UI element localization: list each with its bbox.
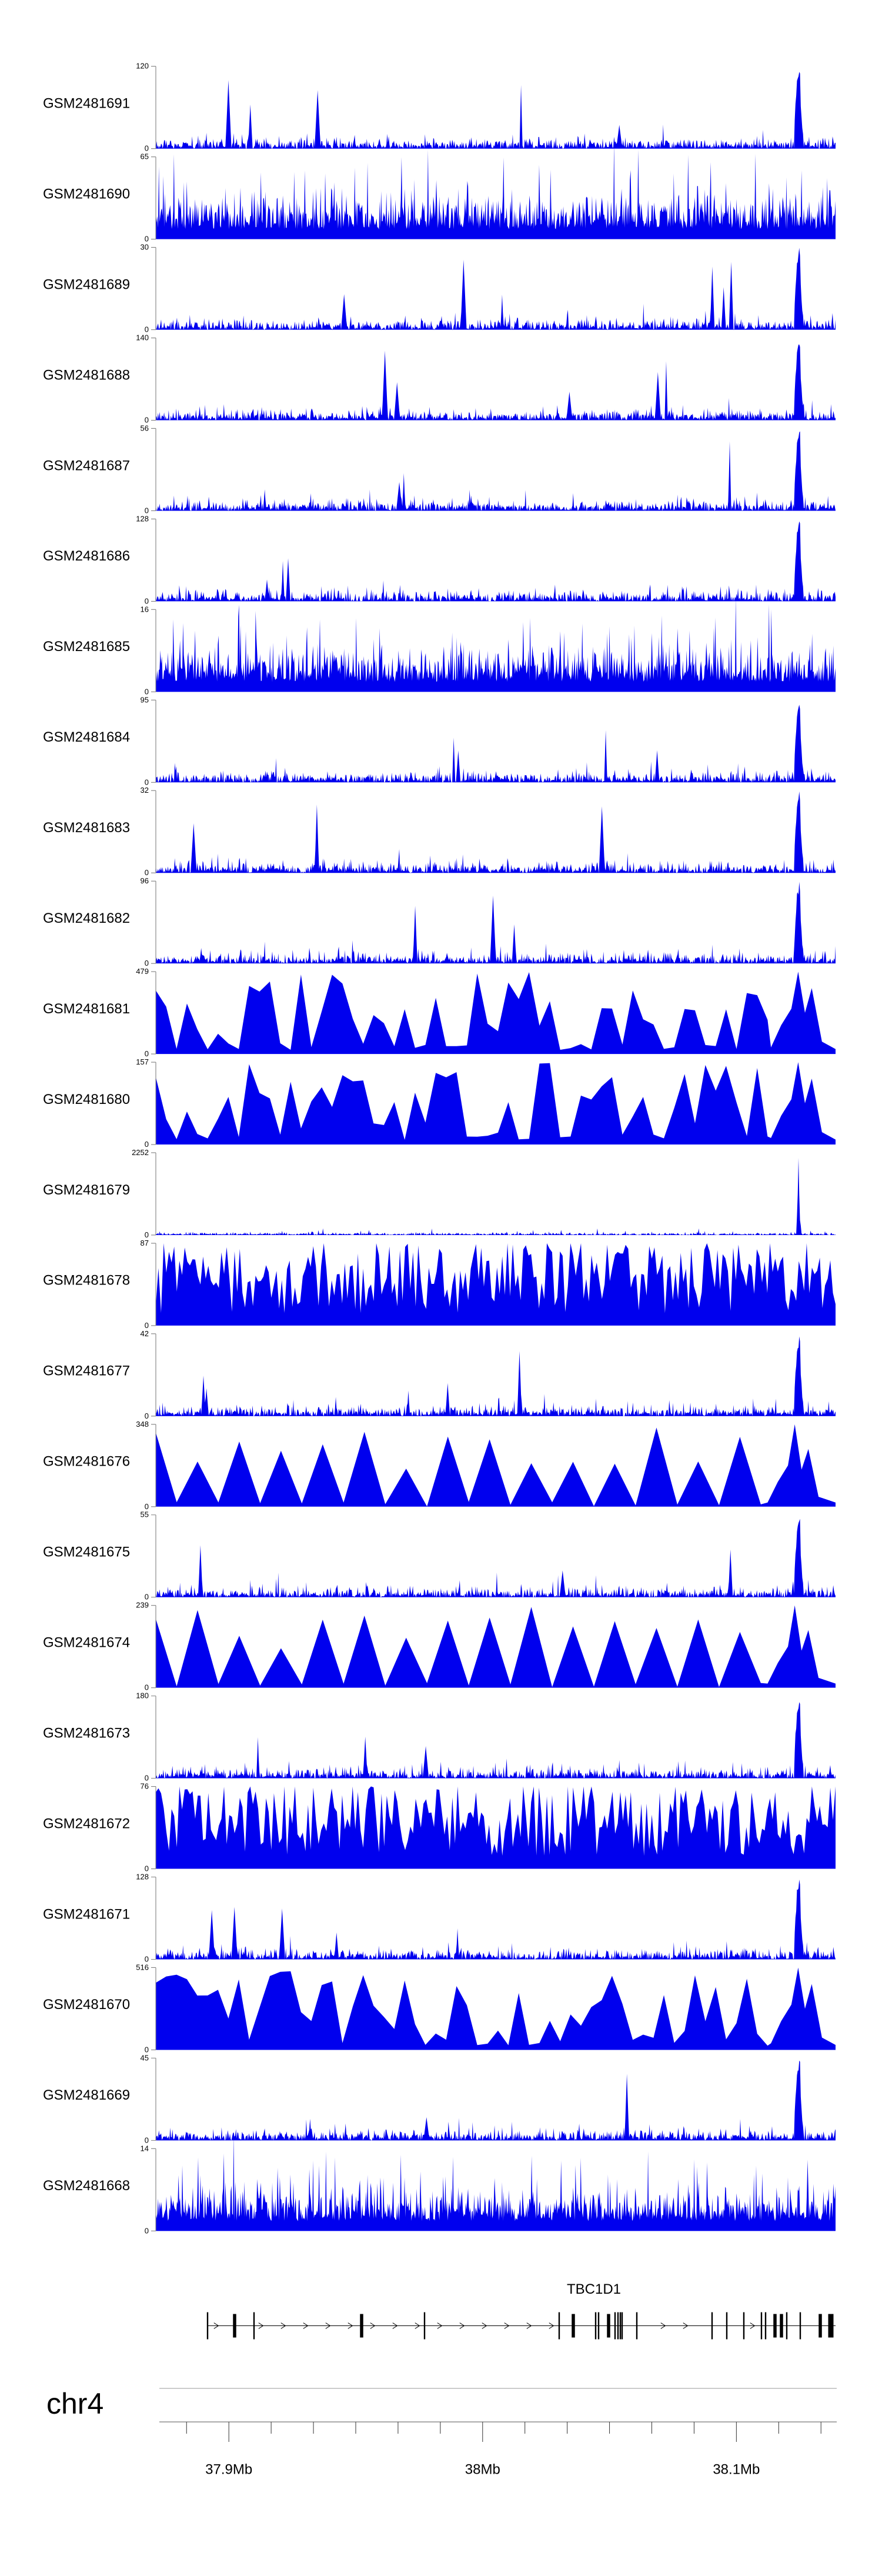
svg-text:128: 128 bbox=[136, 514, 149, 523]
svg-text:0: 0 bbox=[145, 959, 149, 967]
svg-text:GSM2481675: GSM2481675 bbox=[43, 1544, 130, 1560]
svg-text:GSM2481668: GSM2481668 bbox=[43, 2178, 130, 2194]
svg-text:GSM2481690: GSM2481690 bbox=[43, 186, 130, 202]
svg-text:0: 0 bbox=[145, 1774, 149, 1783]
svg-text:GSM2481669: GSM2481669 bbox=[43, 2087, 130, 2103]
svg-text:0: 0 bbox=[145, 416, 149, 425]
svg-text:0: 0 bbox=[145, 1864, 149, 1873]
svg-text:42: 42 bbox=[141, 1329, 149, 1338]
svg-text:0: 0 bbox=[145, 2135, 149, 2144]
svg-text:GSM2481679: GSM2481679 bbox=[43, 1182, 130, 1198]
svg-text:516: 516 bbox=[136, 1963, 149, 1971]
svg-text:76: 76 bbox=[141, 1782, 149, 1791]
svg-text:348: 348 bbox=[136, 1420, 149, 1429]
svg-text:0: 0 bbox=[145, 144, 149, 153]
svg-text:0: 0 bbox=[145, 687, 149, 696]
svg-text:0: 0 bbox=[145, 1593, 149, 1601]
svg-text:56: 56 bbox=[141, 423, 149, 432]
svg-text:2252: 2252 bbox=[132, 1148, 149, 1157]
svg-text:GSM2481685: GSM2481685 bbox=[43, 639, 130, 655]
svg-text:479: 479 bbox=[136, 967, 149, 976]
svg-text:0: 0 bbox=[145, 778, 149, 786]
svg-text:GSM2481680: GSM2481680 bbox=[43, 1092, 130, 1107]
svg-text:GSM2481686: GSM2481686 bbox=[43, 548, 130, 564]
svg-text:0: 0 bbox=[145, 1230, 149, 1239]
svg-text:GSM2481672: GSM2481672 bbox=[43, 1816, 130, 1831]
svg-text:38.1Mb: 38.1Mb bbox=[713, 2462, 760, 2478]
svg-text:GSM2481687: GSM2481687 bbox=[43, 458, 130, 473]
svg-text:0: 0 bbox=[145, 1683, 149, 1692]
svg-text:157: 157 bbox=[136, 1057, 149, 1066]
svg-text:GSM2481678: GSM2481678 bbox=[43, 1273, 130, 1289]
svg-text:0: 0 bbox=[145, 1140, 149, 1149]
svg-text:0: 0 bbox=[145, 2045, 149, 2054]
svg-text:GSM2481677: GSM2481677 bbox=[43, 1363, 130, 1379]
svg-text:GSM2481676: GSM2481676 bbox=[43, 1454, 130, 1470]
svg-text:0: 0 bbox=[145, 1955, 149, 1964]
svg-text:87: 87 bbox=[141, 1239, 149, 1247]
svg-text:GSM2481674: GSM2481674 bbox=[43, 1634, 130, 1650]
svg-text:GSM2481670: GSM2481670 bbox=[43, 1997, 130, 2013]
svg-text:GSM2481683: GSM2481683 bbox=[43, 820, 130, 836]
svg-text:GSM2481673: GSM2481673 bbox=[43, 1725, 130, 1741]
svg-text:0: 0 bbox=[145, 325, 149, 334]
svg-text:TBC1D1: TBC1D1 bbox=[567, 2281, 621, 2297]
svg-text:GSM2481671: GSM2481671 bbox=[43, 1906, 130, 1922]
svg-text:GSM2481681: GSM2481681 bbox=[43, 1001, 130, 1017]
svg-text:0: 0 bbox=[145, 1049, 149, 1058]
svg-text:GSM2481684: GSM2481684 bbox=[43, 729, 130, 745]
svg-text:GSM2481691: GSM2481691 bbox=[43, 96, 130, 112]
svg-text:0: 0 bbox=[145, 1321, 149, 1330]
svg-text:GSM2481682: GSM2481682 bbox=[43, 910, 130, 926]
svg-text:37.9Mb: 37.9Mb bbox=[205, 2462, 252, 2478]
svg-text:14: 14 bbox=[141, 2144, 149, 2153]
svg-text:0: 0 bbox=[145, 2226, 149, 2235]
svg-text:chr4: chr4 bbox=[46, 2387, 103, 2420]
svg-text:38Mb: 38Mb bbox=[465, 2462, 500, 2478]
svg-text:0: 0 bbox=[145, 1502, 149, 1511]
svg-text:32: 32 bbox=[141, 786, 149, 795]
svg-text:45: 45 bbox=[141, 2053, 149, 2062]
svg-text:30: 30 bbox=[141, 243, 149, 252]
svg-text:0: 0 bbox=[145, 596, 149, 605]
svg-text:16: 16 bbox=[141, 605, 149, 613]
svg-text:239: 239 bbox=[136, 1601, 149, 1610]
svg-text:128: 128 bbox=[136, 1873, 149, 1881]
svg-text:95: 95 bbox=[141, 695, 149, 704]
svg-text:180: 180 bbox=[136, 1691, 149, 1700]
svg-text:0: 0 bbox=[145, 1412, 149, 1420]
svg-text:55: 55 bbox=[141, 1510, 149, 1519]
svg-text:GSM2481688: GSM2481688 bbox=[43, 367, 130, 383]
svg-text:0: 0 bbox=[145, 868, 149, 877]
svg-text:120: 120 bbox=[136, 62, 149, 71]
svg-text:0: 0 bbox=[145, 235, 149, 243]
svg-text:0: 0 bbox=[145, 506, 149, 515]
svg-text:GSM2481689: GSM2481689 bbox=[43, 276, 130, 292]
svg-text:96: 96 bbox=[141, 876, 149, 885]
svg-text:140: 140 bbox=[136, 333, 149, 342]
svg-text:65: 65 bbox=[141, 152, 149, 161]
